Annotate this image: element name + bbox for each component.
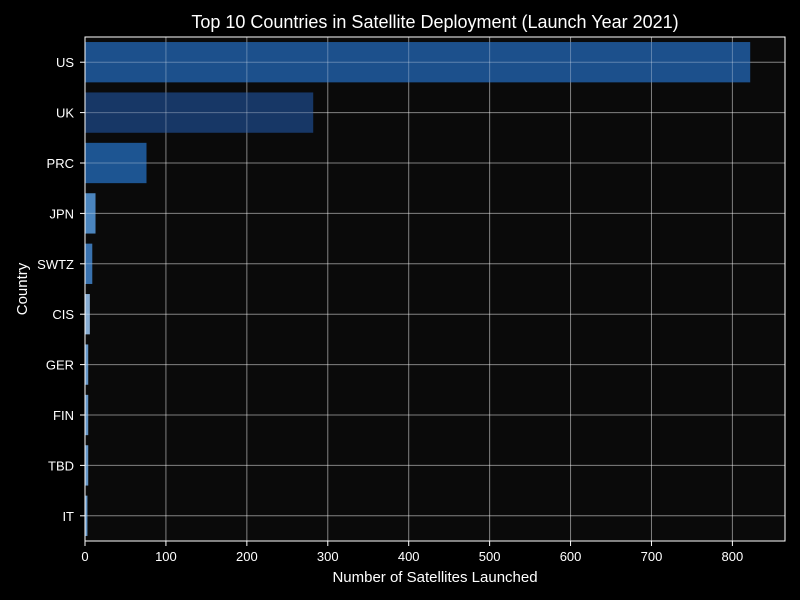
bar-swtz (85, 243, 93, 284)
x-tick-label: 200 (236, 549, 258, 564)
x-tick-label: 700 (641, 549, 663, 564)
x-tick-label: 600 (560, 549, 582, 564)
bar-prc (85, 142, 147, 184)
tick-labels: 0 100 200 300 400 500 600 700 800 US UK PRC JPN SWTZ C… (37, 55, 743, 564)
chart-title: Top 10 Countries in Satellite Deployment… (191, 12, 678, 32)
bar-it (85, 495, 88, 536)
x-axis-label: Number of Satellites Launched (332, 569, 537, 586)
y-tick-label: UK (56, 106, 74, 121)
bar-uk (85, 92, 314, 133)
y-tick-label: FIN (53, 408, 74, 423)
x-tick-label: 800 (722, 549, 744, 564)
y-tick-label: PRC (47, 156, 74, 171)
x-tick-label: 100 (155, 549, 177, 564)
bar-cis (85, 294, 90, 335)
bars (85, 42, 751, 536)
x-tick-label: 0 (81, 549, 88, 564)
y-tick-label: IT (62, 509, 74, 524)
bar-fin (85, 394, 89, 436)
axes (80, 36, 786, 546)
y-tick-label: TBD (48, 458, 74, 473)
x-tick-label: 300 (317, 549, 339, 564)
y-tick-label: GER (46, 358, 74, 373)
x-tick-label: 400 (398, 549, 420, 564)
bar-tbd (85, 445, 89, 486)
x-tick-label: 500 (479, 549, 501, 564)
y-tick-label: US (56, 55, 74, 70)
y-tick-label: JPN (49, 206, 74, 221)
y-axis-label: Country (14, 262, 31, 315)
bar-jpn (85, 193, 96, 234)
bar-ger (85, 344, 89, 385)
y-tick-label: SWTZ (37, 257, 74, 272)
y-tick-label: CIS (52, 307, 74, 322)
bar-us (85, 42, 751, 83)
plot-frame (84, 36, 786, 542)
